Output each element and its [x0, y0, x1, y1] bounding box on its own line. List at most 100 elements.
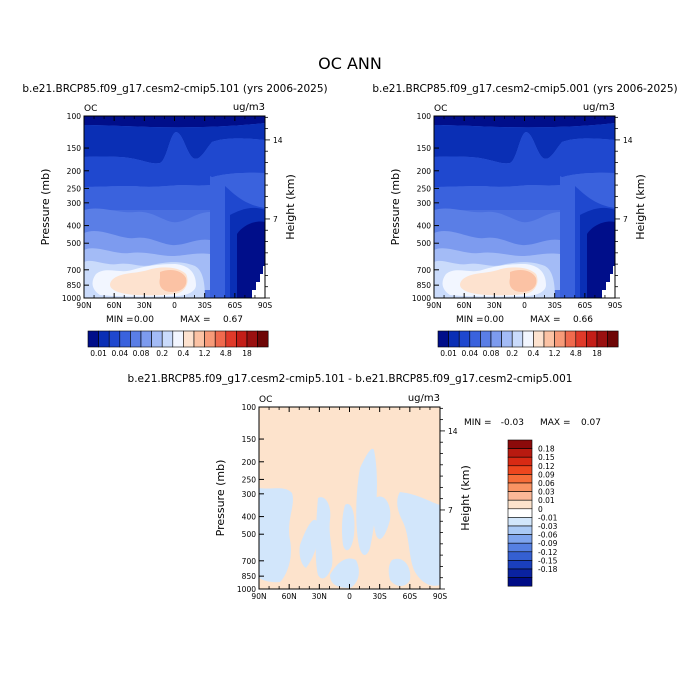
x-tick-label: 90N — [251, 592, 266, 601]
panel-a-var-label: OC — [84, 104, 97, 114]
panel-b-xticks: 90N 60N 30N 0 30S 60S 90S 100 150 200 250 300 400 500… — [412, 112, 633, 310]
colorbar-label: 0.18 — [538, 445, 555, 454]
colorbar-swatch — [575, 330, 587, 348]
colorbar-swatch — [507, 448, 533, 458]
colorbar-swatch — [507, 499, 533, 510]
colorbar-swatch — [448, 330, 460, 348]
colorbar-swatch — [458, 330, 471, 348]
panel-c-min-value: -0.03 — [501, 418, 524, 428]
colorbar-swatch — [193, 330, 205, 348]
colorbar-label: 0.2 — [156, 349, 168, 358]
colorbar-swatch — [507, 568, 533, 578]
colorbar-swatch — [507, 525, 533, 535]
figure-title: OC ANN — [318, 54, 382, 73]
x-tick-label: 30S — [548, 301, 563, 310]
x-tick-label: 0 — [347, 592, 352, 601]
colorbar-swatch — [108, 330, 121, 348]
y-tick-label: 400 — [67, 222, 82, 231]
colorbar-swatch — [511, 330, 524, 348]
panel-b-colorbar: 0.01 0.04 0.08 0.2 0.4 1.2 4.8 18 — [437, 330, 619, 358]
panel-b-stats: MIN = 0.00 MAX = 0.66 — [456, 315, 593, 325]
y-tick-label: 300 — [417, 199, 432, 208]
colorbar-swatch — [507, 577, 533, 587]
y-tick-label: 400 — [242, 513, 257, 522]
colorbar-label: -0.18 — [538, 565, 558, 574]
y-tick-label: 300 — [242, 490, 257, 499]
x-tick-label: 60N — [457, 301, 472, 310]
colorbar-swatch — [257, 330, 269, 348]
y-tick-label: 500 — [242, 530, 257, 539]
y-tick-label: 1000 — [237, 585, 256, 594]
colorbar-swatch — [507, 560, 533, 570]
y-tick-label: 100 — [417, 112, 432, 121]
y-tick-label: 850 — [67, 281, 82, 290]
colorbar-swatch — [507, 542, 533, 553]
x-tick-label: 60S — [578, 301, 593, 310]
colorbar-label: 0.4 — [177, 349, 189, 358]
y-tick-label: 850 — [242, 572, 257, 581]
colorbar-swatch — [507, 534, 533, 544]
y-tick-label: 150 — [67, 144, 82, 153]
x-tick-label: 30S — [198, 301, 213, 310]
x-tick-label: 90N — [76, 301, 91, 310]
colorbar-label: -0.03 — [538, 522, 558, 531]
colorbar-swatch — [507, 491, 533, 501]
y-tick-label: 700 — [67, 266, 82, 275]
panel-a-units: ug/m3 — [233, 102, 265, 113]
colorbar-swatch — [596, 330, 608, 348]
y-tick-label: 500 — [67, 239, 82, 248]
colorbar-label: 0.01 — [440, 349, 457, 358]
panel-a-y2label: Height (km) — [284, 174, 297, 240]
y-tick-label: 700 — [417, 266, 432, 275]
y-tick-label: 1000 — [62, 294, 81, 303]
panel-c-ylabel: Pressure (mb) — [214, 460, 227, 537]
y-tick-label: 200 — [67, 167, 82, 176]
x-tick-label: 60S — [403, 592, 418, 601]
colorbar-swatch — [533, 330, 545, 348]
y-tick-label: 250 — [417, 184, 432, 193]
colorbar-label: -0.06 — [538, 531, 558, 540]
colorbar-swatch — [480, 330, 492, 348]
x-tick-label: 0 — [522, 301, 527, 310]
y-tick-label: 500 — [417, 239, 432, 248]
colorbar-swatch — [151, 330, 163, 348]
panel-c-stats: MIN = -0.03 MAX = 0.07 — [464, 418, 601, 428]
colorbar-swatch — [214, 330, 227, 348]
panel-c-colorbar: 0.180.150.120.090.060.030.010-0.01-0.03-… — [507, 439, 558, 587]
colorbar-swatch — [469, 330, 481, 348]
y-tick-label: 150 — [417, 144, 432, 153]
y-tick-label: 150 — [242, 435, 257, 444]
colorbar-label: 0.01 — [90, 349, 107, 358]
colorbar-swatch — [98, 330, 110, 348]
y2-tick-label: 7 — [273, 215, 278, 224]
colorbar-swatch — [236, 330, 248, 348]
panel-b-min-label: MIN = — [456, 315, 484, 325]
panel-c-max-value: 0.07 — [581, 418, 601, 428]
panel-b: b.e21.BRCP85.f09_g17.cesm2-cmip5.001 (yr… — [372, 83, 677, 358]
panel-a-min-label: MIN = — [106, 315, 134, 325]
colorbar-swatch — [161, 330, 174, 348]
colorbar-swatch — [204, 330, 216, 348]
y2-tick-label: 14 — [623, 136, 633, 145]
colorbar-label: 0.15 — [538, 453, 555, 462]
y2-tick-label: 14 — [273, 136, 283, 145]
colorbar-label: -0.01 — [538, 513, 558, 522]
colorbar-label: 4.8 — [570, 349, 582, 358]
y-tick-label: 700 — [242, 557, 257, 566]
panel-c-var-label: OC — [259, 395, 272, 405]
panel-b-y2label: Height (km) — [634, 174, 647, 240]
panel-a: b.e21.BRCP85.f09_g17.cesm2-cmip5.101 (yr… — [22, 83, 327, 358]
y-tick-label: 100 — [67, 112, 82, 121]
colorbar-swatch — [507, 456, 533, 467]
colorbar-label: 0.08 — [133, 349, 150, 358]
panel-b-contours — [434, 116, 615, 298]
panel-a-ylabel: Pressure (mb) — [39, 169, 52, 246]
colorbar-swatch — [183, 330, 195, 348]
y-tick-label: 250 — [242, 475, 257, 484]
colorbar-swatch — [119, 330, 131, 348]
colorbar-label: 1.2 — [549, 349, 561, 358]
y-tick-label: 250 — [67, 184, 82, 193]
x-tick-label: 30S — [373, 592, 388, 601]
panel-b-title: b.e21.BRCP85.f09_g17.cesm2-cmip5.001 (yr… — [372, 83, 677, 95]
